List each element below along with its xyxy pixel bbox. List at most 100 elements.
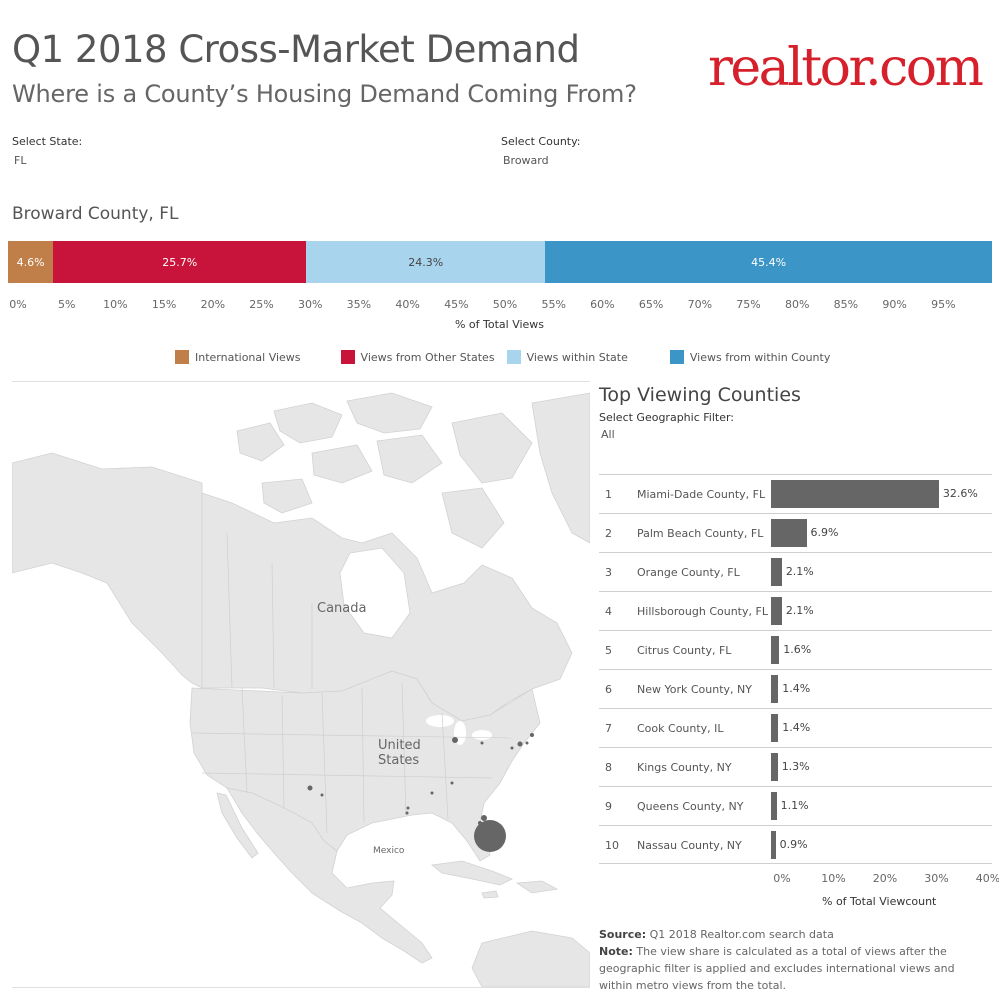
rank-axis-tick: 20% (872, 872, 898, 885)
rank-number: 6 (605, 683, 612, 696)
share-axis-tick: 5% (57, 298, 76, 311)
table-row[interactable]: 10 Nassau County, NY 0.9% (599, 825, 992, 864)
north-america-map[interactable]: Canada United States Mexico (11, 383, 591, 988)
state-filter[interactable]: Select State: FL (12, 135, 82, 167)
county-name: Nassau County, NY (637, 839, 742, 852)
united-label: United (378, 738, 421, 753)
share-segment-2[interactable]: 25.7% (53, 241, 307, 283)
legend-swatch (506, 350, 521, 364)
share-axis-tick: 35% (346, 298, 372, 311)
share-axis-tick: 25% (249, 298, 274, 311)
share-segment-1[interactable]: 4.6% (8, 241, 54, 283)
legend-item[interactable]: International Views (175, 350, 301, 364)
legend-label: International Views (195, 350, 301, 364)
stacked-share-bar: 4.6% 25.7% 24.3% 45.4% (8, 241, 992, 283)
share-axis-tick: 20% (200, 298, 226, 311)
county-name: Palm Beach County, FL (637, 527, 764, 540)
share-legend: International Views Views from Other Stat… (175, 350, 830, 364)
rank-axis-tick: 10% (821, 872, 846, 885)
table-row[interactable]: 3 Orange County, FL 2.1% (599, 552, 992, 591)
table-row[interactable]: 1 Miami-Dade County, FL 32.6% (599, 474, 992, 513)
share-x-axis: 0% 5% 10% 15% 20% 25% 30% 35% 40% 45% 50% 55% 60% 65%… (8, 298, 992, 314)
county-bar (771, 636, 780, 664)
rank-number: 1 (605, 488, 612, 501)
rank-number: 8 (605, 761, 612, 774)
share-axis-tick: 95% (931, 298, 956, 311)
map-bottom-divider (12, 987, 590, 988)
share-segment-4[interactable]: 45.4% (545, 241, 992, 283)
table-row[interactable]: 4 Hillsborough County, FL 2.1% (599, 591, 992, 630)
realtor-logo: realtor.com (708, 38, 984, 98)
legend-item[interactable]: Views from within County (669, 350, 831, 364)
county-value-label: 1.6% (783, 643, 812, 656)
table-row[interactable]: 9 Queens County, NY 1.1% (599, 786, 992, 825)
states-label: States (378, 753, 419, 768)
source-text: Q1 2018 Realtor.com search data (646, 928, 834, 941)
state-filter-value[interactable]: FL (14, 154, 27, 167)
county-bar (771, 714, 779, 742)
rank-axis-tick: 30% (924, 872, 949, 885)
share-axis-tick: 70% (687, 298, 713, 311)
county-bar (771, 480, 939, 508)
rank-axis-tick: 40% (975, 872, 999, 885)
county-bar (771, 792, 777, 820)
top-counties-x-axis-title: % of Total Viewcount (822, 895, 937, 908)
county-bar (771, 519, 807, 547)
share-axis-tick: 10% (103, 298, 128, 311)
rank-number: 2 (605, 527, 612, 540)
county-name: Kings County, NY (637, 761, 732, 774)
page-subtitle: Where is a County’s Housing Demand Comin… (12, 80, 637, 108)
share-axis-tick: 40% (395, 298, 420, 311)
county-value-label: 1.4% (782, 721, 811, 734)
share-segment-label: 45.4% (751, 255, 787, 269)
county-filter-label: Select County: (501, 135, 581, 148)
county-name: Orange County, FL (637, 566, 740, 579)
share-axis-tick: 45% (444, 298, 469, 311)
geo-filter-label: Select Geographic Filter: (599, 411, 735, 424)
rank-number: 4 (605, 605, 612, 618)
share-segment-label: 25.7% (162, 255, 198, 269)
county-value-label: 32.6% (942, 487, 978, 500)
legend-label: Views within State (526, 350, 628, 364)
share-segment-label: 24.3% (408, 255, 444, 269)
map-top-divider (12, 381, 590, 382)
county-filter[interactable]: Select County: Broward (501, 135, 581, 167)
county-bar (771, 831, 776, 859)
legend-item[interactable]: Views from Other States (340, 350, 495, 364)
legend-label: Views from within County (689, 350, 831, 364)
legend-label: Views from Other States (360, 350, 495, 364)
share-axis-tick: 50% (492, 298, 518, 311)
rank-number: 10 (605, 839, 619, 852)
county-value-label: 6.9% (810, 526, 839, 539)
county-name: New York County, NY (637, 683, 752, 696)
table-row[interactable]: 5 Citrus County, FL 1.6% (599, 630, 992, 669)
mexico-label: Mexico (373, 846, 405, 856)
canada-label: Canada (317, 601, 366, 616)
share-segment-label: 4.6% (16, 255, 45, 269)
share-axis-tick: 0% (9, 298, 27, 311)
county-value-label: 1.3% (781, 760, 810, 773)
rank-number: 7 (605, 722, 612, 735)
legend-swatch (175, 350, 189, 364)
county-bar (771, 597, 782, 625)
share-axis-tick: 15% (151, 298, 177, 311)
share-segment-3[interactable]: 24.3% (306, 241, 546, 283)
table-row[interactable]: 7 Cook County, IL 1.4% (599, 708, 992, 747)
legend-item[interactable]: Views within State (506, 350, 628, 364)
county-bar (771, 675, 779, 703)
table-row[interactable]: 6 New York County, NY 1.4% (599, 669, 992, 708)
county-name: Cook County, IL (637, 722, 724, 735)
page-title: Q1 2018 Cross-Market Demand (12, 28, 580, 71)
county-name: Citrus County, FL (637, 644, 732, 657)
county-name: Miami-Dade County, FL (637, 488, 766, 501)
table-row[interactable]: 8 Kings County, NY 1.3% (599, 747, 992, 786)
rank-number: 3 (605, 566, 612, 579)
table-row[interactable]: 2 Palm Beach County, FL 6.9% (599, 513, 992, 552)
top-counties-x-axis: 0% 10% 20% 30% 40% (771, 872, 999, 888)
share-axis-tick: 65% (638, 298, 664, 311)
county-value-label: 2.1% (785, 604, 814, 617)
county-filter-value[interactable]: Broward (503, 154, 549, 167)
share-axis-tick: 55% (541, 298, 566, 311)
note-text: The view share is calculated as a total … (599, 945, 955, 992)
geo-filter-value[interactable]: All (601, 428, 615, 441)
